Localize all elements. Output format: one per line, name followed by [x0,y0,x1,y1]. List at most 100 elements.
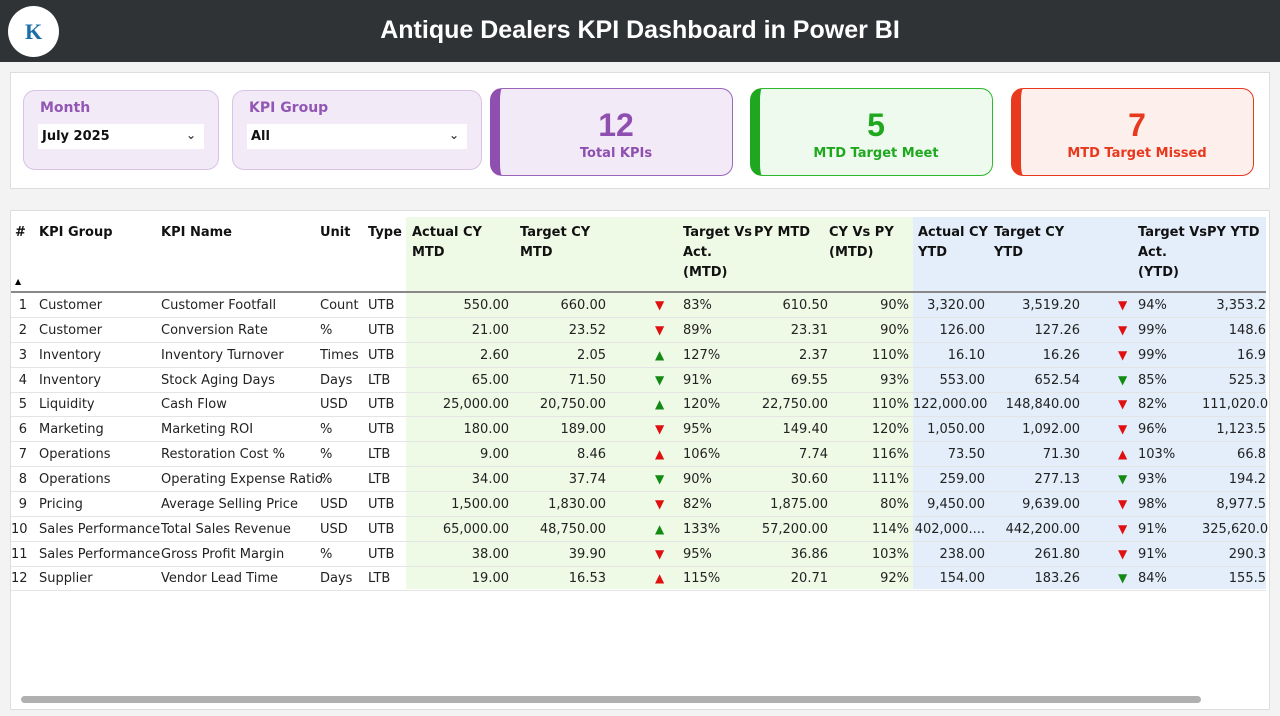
table-row[interactable]: 4 Inventory Stock Aging Days Days LTB 65.00 71… [11,368,1266,393]
table-cell: Days [320,571,353,587]
table-cell: LTB [368,471,391,487]
column-header[interactable]: Target Vs Act. (MTD) [683,225,753,280]
table-cell: Operating Expense Ratio [161,471,323,487]
column-header[interactable]: # [15,225,26,240]
table-cell: Sales Performance [39,521,161,537]
table-cell: 7.74 [799,447,828,463]
arrow-down-icon: ▼ [655,496,665,511]
sort-ascending-icon[interactable]: ▲ [15,277,22,286]
table-cell: UTB [368,347,395,363]
column-header[interactable]: PY MTD [754,225,811,240]
table-row[interactable]: 2 Customer Conversion Rate% UTB 21.00 23.52 ▼ 8… [11,318,1266,343]
table-cell: Sales Performance [39,546,161,562]
table-cell: Times [320,347,359,363]
table-cell: USD [320,496,348,512]
table-cell: 660.00 [560,298,607,313]
column-header[interactable]: Target CY YTD [994,225,1065,260]
table-cell: 85% [1138,372,1167,388]
table-cell: 2.05 [577,347,606,363]
column-header[interactable]: Actual CY MTD [412,225,482,260]
table-cell: 94% [1138,298,1167,313]
table-row[interactable]: 12 Supplier Vendor Lead Time Days LTB 19.00 16… [11,566,1266,592]
table-cell: 37.74 [568,471,606,487]
table-cell: 259.00 [939,471,986,487]
table-cell: 2 [18,322,27,338]
column-header[interactable]: KPI Group [39,225,113,240]
table-cell: Days [320,372,353,388]
column-header[interactable]: KPI Name [161,225,232,240]
table-cell: Supplier [39,571,93,587]
table-cell: 11 [11,546,28,562]
chevron-down-icon: ⌄ [185,128,196,142]
table-cell: 525.3 [1228,372,1266,388]
table-cell: 91% [1138,546,1167,562]
table-cell: 277.13 [1034,471,1081,487]
table-cell: 25,000.00 [442,397,509,413]
kpi-group-dropdown[interactable]: All ⌄ [247,124,467,149]
month-dropdown[interactable]: July 2025 ⌄ [38,124,204,149]
table-row[interactable]: 1 Customer Customer Footfall Count UTB 550.00… [11,293,1266,318]
table-cell: 9 [18,496,27,512]
arrow-down-icon: ▼ [655,422,665,437]
column-header[interactable]: CY Vs PY (MTD) [829,225,894,260]
column-header[interactable]: Target Vs Act. (YTD) [1138,225,1208,280]
table-cell: 122,000.00 [913,397,988,413]
table-cell: 92% [880,571,909,587]
table-row[interactable]: 9 Pricing Average Selling Price USD UTB 1,500… [11,492,1266,517]
table-cell: 1,123.5 [1216,422,1266,438]
table-cell: 189.00 [560,422,607,438]
month-slicer: Month July 2025 ⌄ [23,90,219,170]
table-cell: 442,200.00 [1005,521,1080,537]
table-row[interactable]: 10 Sales Performance Total Sales Revenue US… [11,517,1269,542]
table-cell: 3,519.20 [1022,298,1080,313]
table-cell: 19.00 [471,571,509,587]
table-row[interactable]: 3 Inventory Inventory Turnover Times UTB 2.60… [11,343,1266,368]
table-cell: LTB [368,571,391,587]
table-row[interactable]: 6 Marketing Marketing ROI% UTB 180.00 189.00 ▼… [11,417,1266,443]
table-cell: 71.30 [1042,447,1080,463]
table-cell: 4 [18,372,27,388]
table-cell: 148,840.00 [1005,397,1080,413]
arrow-down-icon: ▼ [655,372,665,387]
table-cell: 180.00 [463,422,510,438]
column-header[interactable]: Unit [320,225,351,240]
arrow-down-icon: ▼ [655,546,665,561]
table-cell: 30.60 [790,471,828,487]
table-cell: Average Selling Price [161,496,298,512]
table-cell: 553.00 [939,372,986,388]
table-cell: % [320,322,333,338]
table-cell: Liquidity [39,397,95,413]
table-cell: Operations [39,447,111,463]
column-header[interactable]: Target CY MTD [520,225,591,260]
table-row[interactable]: 7 Operations Restoration Cost %% LTB 9.00 8.4… [11,442,1266,468]
table-cell: 127.26 [1034,322,1081,338]
table-row[interactable]: 8 Operations Operating Expense Ratio% LTB 34… [11,467,1266,492]
dashboard-title: Antique Dealers KPI Dashboard in Power B… [380,16,900,44]
table-cell: Stock Aging Days [161,372,275,388]
table-cell: 1,092.00 [1022,422,1080,438]
horizontal-scrollbar[interactable] [21,696,1201,703]
table-cell: 149.40 [782,422,829,438]
table-cell: 20,750.00 [539,397,606,413]
table-cell: Gross Profit Margin [161,546,285,562]
table-row[interactable]: 5 Liquidity Cash Flow USD UTB 25,000.00 20,750… [11,392,1268,418]
table-cell: 110% [871,397,909,413]
table-cell: 84% [1138,571,1167,587]
table-row[interactable]: 11 Sales Performance Gross Profit Margin% U… [11,542,1266,567]
table-cell: 99% [1138,322,1167,338]
arrow-down-icon: ▼ [655,298,665,312]
arrow-down-icon: ▼ [1118,521,1128,536]
table-cell: 103% [871,546,909,562]
table-cell: 325,620.0 [1202,521,1269,537]
table-cell: 90% [683,471,712,487]
table-cell: 95% [683,546,712,562]
column-header[interactable]: Type [368,225,402,240]
column-header[interactable]: Actual CY YTD [918,225,988,260]
table-cell: 16.26 [1042,347,1080,363]
table-cell: 1 [18,298,27,313]
table-cell: 82% [1138,397,1167,413]
column-header[interactable]: PY YTD [1207,225,1260,240]
table-cell: 2.60 [480,347,509,363]
table-cell: UTB [368,521,395,537]
table-cell: 610.50 [782,298,829,313]
